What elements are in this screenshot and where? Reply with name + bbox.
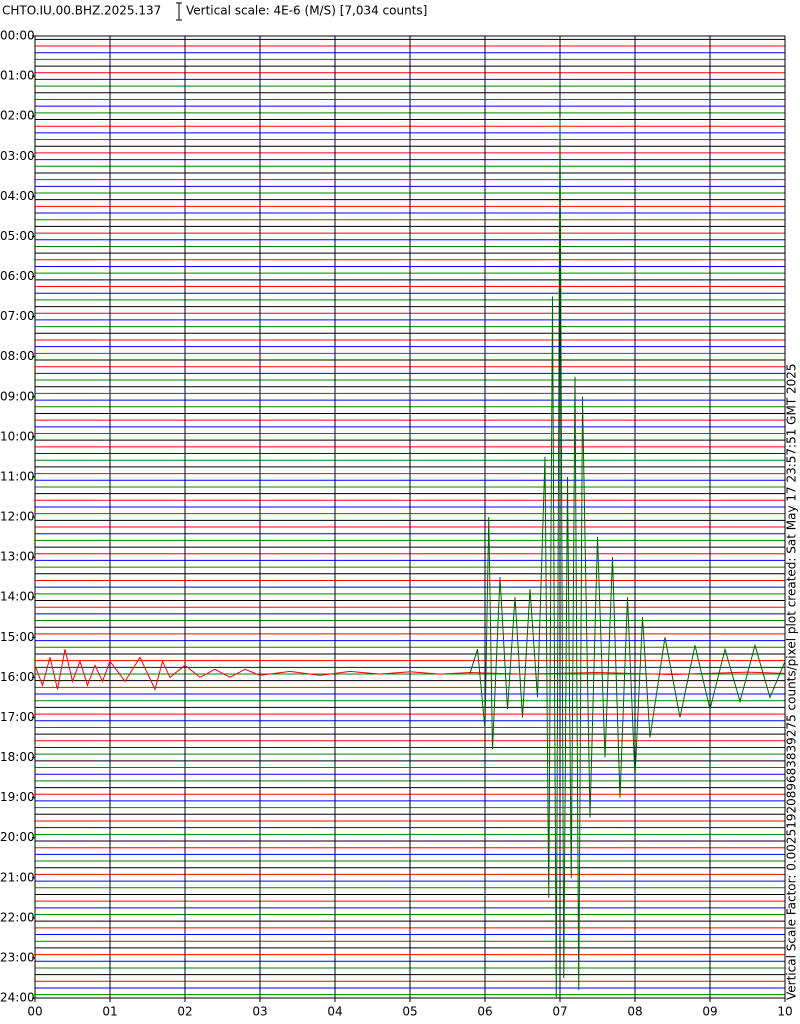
- y-tick-label: 11:00: [0, 469, 35, 483]
- y-tick-label: 15:00: [0, 630, 35, 644]
- x-tick-label: 08: [627, 1005, 642, 1019]
- y-tick-label: 24:00: [0, 991, 35, 1005]
- y-tick-label: 16:00: [0, 670, 35, 684]
- plot-frame: [34, 35, 786, 999]
- y-tick-label: 01:00: [0, 69, 35, 83]
- y-tick-label: 07:00: [0, 309, 35, 323]
- x-tick-label: 06: [477, 1005, 492, 1019]
- y-tick-label: 12:00: [0, 510, 35, 524]
- x-tick-label: 07: [552, 1005, 567, 1019]
- y-tick-label: 18:00: [0, 750, 35, 764]
- y-tick-label: 05:00: [0, 229, 35, 243]
- y-tick-label: 09:00: [0, 389, 35, 403]
- x-tick-label: 05: [402, 1005, 417, 1019]
- x-tick-label: 04: [327, 1005, 342, 1019]
- y-tick-label: 10:00: [0, 429, 35, 443]
- y-tick-label: 13:00: [0, 550, 35, 564]
- x-tick-label: 10: [777, 1005, 792, 1019]
- side-note: Vertical Scale Factor: 0.002519208968383…: [785, 363, 799, 1000]
- y-tick-label: 02:00: [0, 109, 35, 123]
- y-tick-label: 04:00: [0, 189, 35, 203]
- x-tick-label: 00: [27, 1005, 42, 1019]
- chart-subtitle: Vertical scale: 4E-6 (M/S) [7,034 counts…: [186, 4, 427, 18]
- x-tick-label: 01: [102, 1005, 117, 1019]
- y-tick-label: 06:00: [0, 269, 35, 283]
- chart-title: CHTO.IU.00.BHZ.2025.137: [2, 4, 161, 18]
- x-tick-label: 03: [252, 1005, 267, 1019]
- y-tick-label: 03:00: [0, 149, 35, 163]
- x-tick-label: 02: [177, 1005, 192, 1019]
- y-tick-label: 08:00: [0, 349, 35, 363]
- y-tick-label: 20:00: [0, 830, 35, 844]
- seismic-trace: [34, 649, 786, 691]
- y-tick-label: 22:00: [0, 910, 35, 924]
- y-tick-label: 21:00: [0, 870, 35, 884]
- y-tick-label: 23:00: [0, 950, 35, 964]
- y-tick-label: 00:00: [0, 29, 35, 43]
- y-tick-label: 14:00: [0, 590, 35, 604]
- seismic-trace: [469, 116, 786, 999]
- y-tick-label: 19:00: [0, 790, 35, 804]
- y-tick-label: 17:00: [0, 710, 35, 724]
- x-tick-label: 09: [702, 1005, 717, 1019]
